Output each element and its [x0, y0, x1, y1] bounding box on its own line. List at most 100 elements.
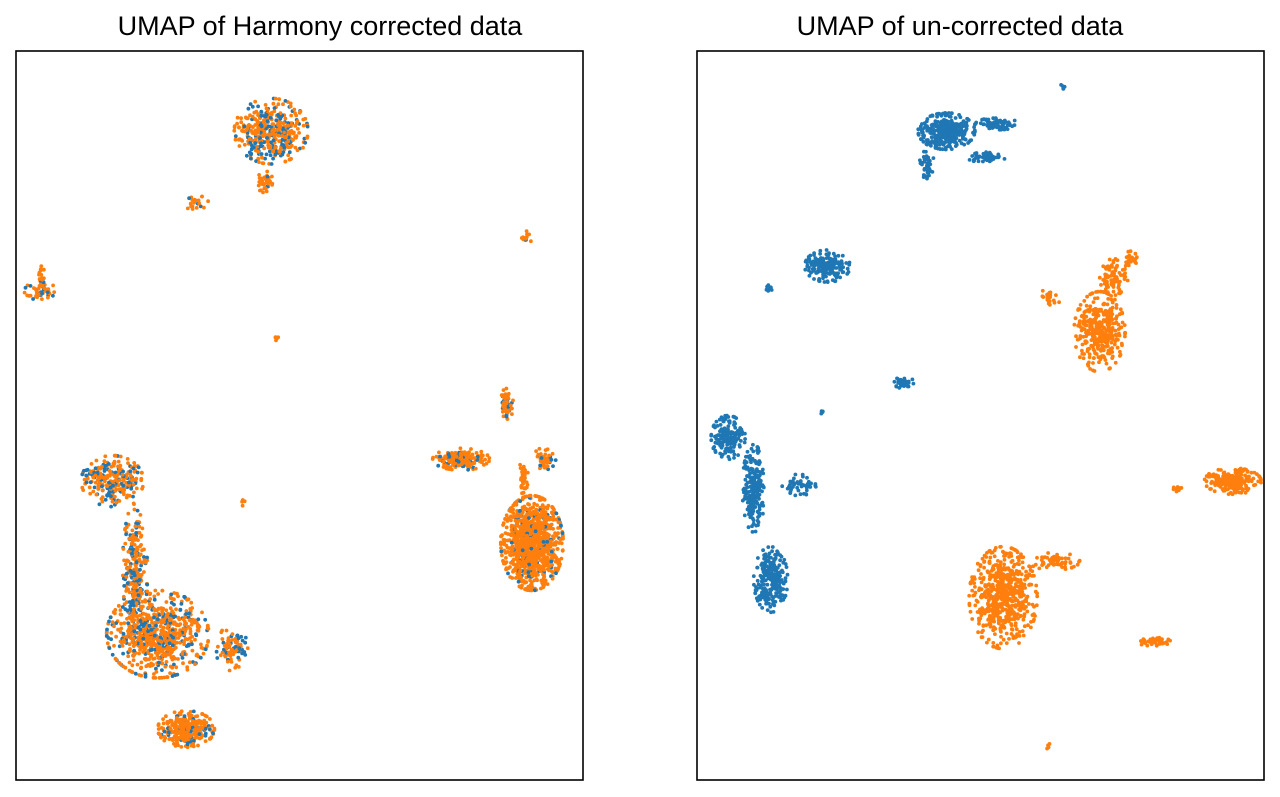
scatter-point: [114, 634, 118, 639]
scatter-point: [964, 126, 969, 131]
scatter-point: [174, 640, 179, 645]
scatter-point: [535, 546, 540, 551]
scatter-point: [125, 635, 129, 639]
scatter-point: [138, 619, 143, 623]
scatter-point: [255, 119, 260, 123]
scatter-point: [543, 465, 547, 470]
scatter-point: [559, 537, 563, 541]
scatter-point: [121, 594, 126, 599]
scatter-point: [211, 731, 215, 736]
scatter-point: [809, 270, 813, 275]
scatter-point: [970, 154, 975, 158]
scatter-point: [709, 433, 714, 438]
scatter-point: [206, 640, 210, 644]
scatter-point: [762, 590, 766, 595]
scatter-point: [531, 536, 535, 540]
scatter-point: [149, 661, 154, 666]
scatter-point: [200, 610, 204, 615]
scatter-point: [187, 716, 192, 721]
scatter-point: [270, 183, 274, 187]
scatter-point: [503, 392, 508, 396]
scatter-point: [126, 654, 131, 659]
scatter-point: [829, 263, 834, 268]
scatter-point: [92, 485, 97, 490]
scatter-point: [473, 466, 478, 471]
scatter-point: [281, 102, 285, 107]
scatter-point: [929, 143, 933, 148]
scatter-point: [133, 671, 138, 676]
scatter-point: [509, 528, 514, 532]
scatter-point: [520, 470, 524, 474]
scatter-point: [504, 409, 509, 414]
scatter-point: [921, 130, 925, 135]
scatter-point: [736, 431, 740, 435]
scatter-point: [264, 113, 269, 117]
scatter-point: [532, 588, 537, 593]
scatter-point: [153, 650, 158, 655]
scatter-point: [539, 522, 544, 526]
scatter-point: [501, 409, 506, 414]
scatter-point: [130, 551, 134, 556]
scatter-point: [120, 605, 125, 609]
scatter-point: [127, 615, 132, 619]
scatter-point: [301, 123, 306, 128]
scatter-point: [541, 514, 546, 518]
scatter-point: [925, 124, 929, 128]
scatter-point: [772, 603, 777, 608]
scatter-point: [233, 134, 238, 139]
scatter-point: [180, 656, 185, 660]
scatter-point: [224, 628, 229, 633]
scatter-point: [718, 443, 723, 448]
point-cluster: [803, 248, 852, 284]
scatter-point: [927, 173, 931, 178]
scatter-point: [235, 633, 240, 638]
scatter-point: [525, 533, 529, 538]
scatter-point: [136, 625, 141, 630]
scatter-point: [182, 733, 186, 738]
scatter-point: [46, 295, 50, 300]
scatter-point: [96, 487, 101, 491]
scatter-point: [97, 502, 102, 507]
scatter-point: [543, 452, 548, 457]
scatter-point: [139, 642, 144, 647]
scatter-point: [256, 112, 261, 116]
scatter-point: [286, 123, 291, 128]
scatter-point: [145, 589, 150, 594]
scatter-point: [718, 451, 723, 456]
scatter-point: [505, 400, 509, 404]
scatter-point: [160, 649, 165, 654]
scatter-point: [107, 646, 112, 650]
scatter-point: [139, 607, 144, 611]
scatter-point: [163, 636, 167, 641]
scatter-point: [745, 480, 750, 485]
scatter-point: [736, 453, 740, 457]
scatter-point: [240, 499, 245, 504]
scatter-point: [172, 602, 176, 607]
scatter-point: [185, 597, 189, 602]
scatter-point: [436, 463, 441, 468]
scatter-point: [942, 120, 947, 125]
scatter-point: [89, 470, 94, 475]
scatter-point: [527, 562, 531, 567]
scatter-point: [911, 381, 916, 386]
scatter-point: [994, 155, 999, 160]
scatter-point: [756, 515, 760, 519]
scatter-point: [283, 116, 288, 121]
scatter-point: [127, 600, 132, 604]
scatter-point: [125, 608, 130, 613]
scatter-point: [159, 735, 164, 740]
scatter-point: [113, 470, 118, 475]
scatter-point: [259, 109, 264, 114]
scatter-point: [138, 588, 143, 592]
scatter-point: [745, 474, 749, 478]
scatter-point: [783, 593, 788, 598]
scatter-point: [775, 583, 780, 588]
scatter-point: [144, 664, 149, 669]
scatter-point: [126, 621, 131, 626]
scatter-point: [278, 148, 283, 153]
scatter-point: [755, 445, 760, 449]
scatter-point: [937, 124, 942, 129]
scatter-point: [139, 470, 144, 475]
scatter-point: [949, 111, 954, 116]
scatter-point: [749, 494, 754, 499]
